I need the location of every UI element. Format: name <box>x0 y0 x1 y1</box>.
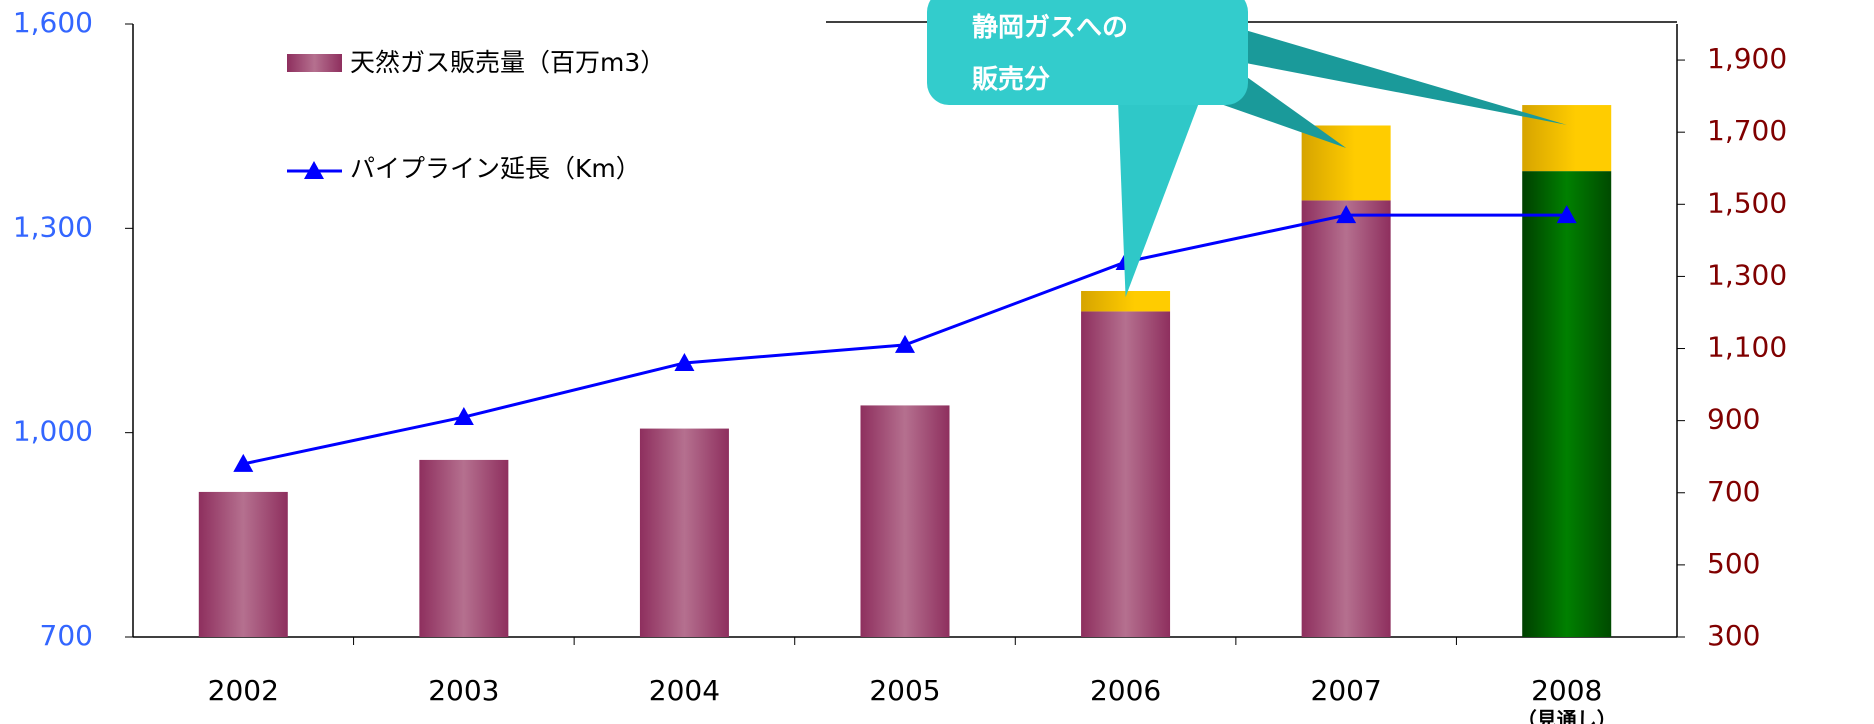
callout-text-box: 静岡ガスへの販売分 <box>972 13 1129 95</box>
legend-label: 天然ガス販売量（百万m3） <box>350 48 665 77</box>
legend-label: パイプライン延長（Km） <box>350 154 641 183</box>
bar <box>1522 171 1612 637</box>
y2-tick-label: 900 <box>1707 403 1760 436</box>
callout-box <box>927 0 1248 105</box>
y-tick-label: 700 <box>40 619 93 652</box>
bar <box>860 405 950 637</box>
y2-tick-label: 700 <box>1707 475 1760 508</box>
line-marker <box>674 352 695 371</box>
bar-segment <box>1081 290 1171 312</box>
bar <box>1081 311 1171 637</box>
line-marker <box>233 453 254 472</box>
callout-pointer <box>1118 100 1200 298</box>
y2-tick-label: 500 <box>1707 547 1760 580</box>
bar-segment <box>1522 105 1612 172</box>
y2-tick-label: 1,500 <box>1707 186 1787 219</box>
x-tick-label: 2007 <box>1311 674 1382 707</box>
y2-tick-label: 1,900 <box>1707 42 1787 75</box>
y2-tick-label: 300 <box>1707 619 1760 652</box>
x-tick-label: 2004 <box>649 674 720 707</box>
y-tick-label: 1,000 <box>13 415 93 448</box>
line-marker <box>453 407 474 426</box>
y-tick-label: 1,600 <box>13 6 93 39</box>
callout-text: 静岡ガスへの販売分 <box>972 13 1129 95</box>
bar <box>1301 200 1391 637</box>
y2-tick-label: 1,100 <box>1707 331 1787 364</box>
bar <box>198 491 288 637</box>
legend-marker <box>304 161 324 179</box>
x-tick-label: 2006 <box>1090 674 1161 707</box>
x-tick-label: 2003 <box>428 674 499 707</box>
bar <box>419 459 509 637</box>
x-tick-label: 2005 <box>869 674 940 707</box>
bar-segment <box>1301 125 1391 201</box>
line-marker <box>895 334 915 353</box>
line-marker <box>1556 205 1577 224</box>
callout: 静岡ガスへの販売分 <box>927 0 1567 298</box>
x-sublabel: （見通し） <box>1517 708 1617 724</box>
x-tick-label: 2008 <box>1531 674 1602 707</box>
y2-tick-label: 1,300 <box>1707 258 1787 291</box>
y-tick-label: 1,300 <box>13 210 93 243</box>
line-marker <box>1336 205 1357 224</box>
x-tick-label: 2002 <box>208 674 279 707</box>
y2-tick-label: 1,700 <box>1707 114 1787 147</box>
callout-pointer <box>1230 30 1567 125</box>
bar <box>639 428 729 637</box>
legend-swatch <box>287 54 342 72</box>
